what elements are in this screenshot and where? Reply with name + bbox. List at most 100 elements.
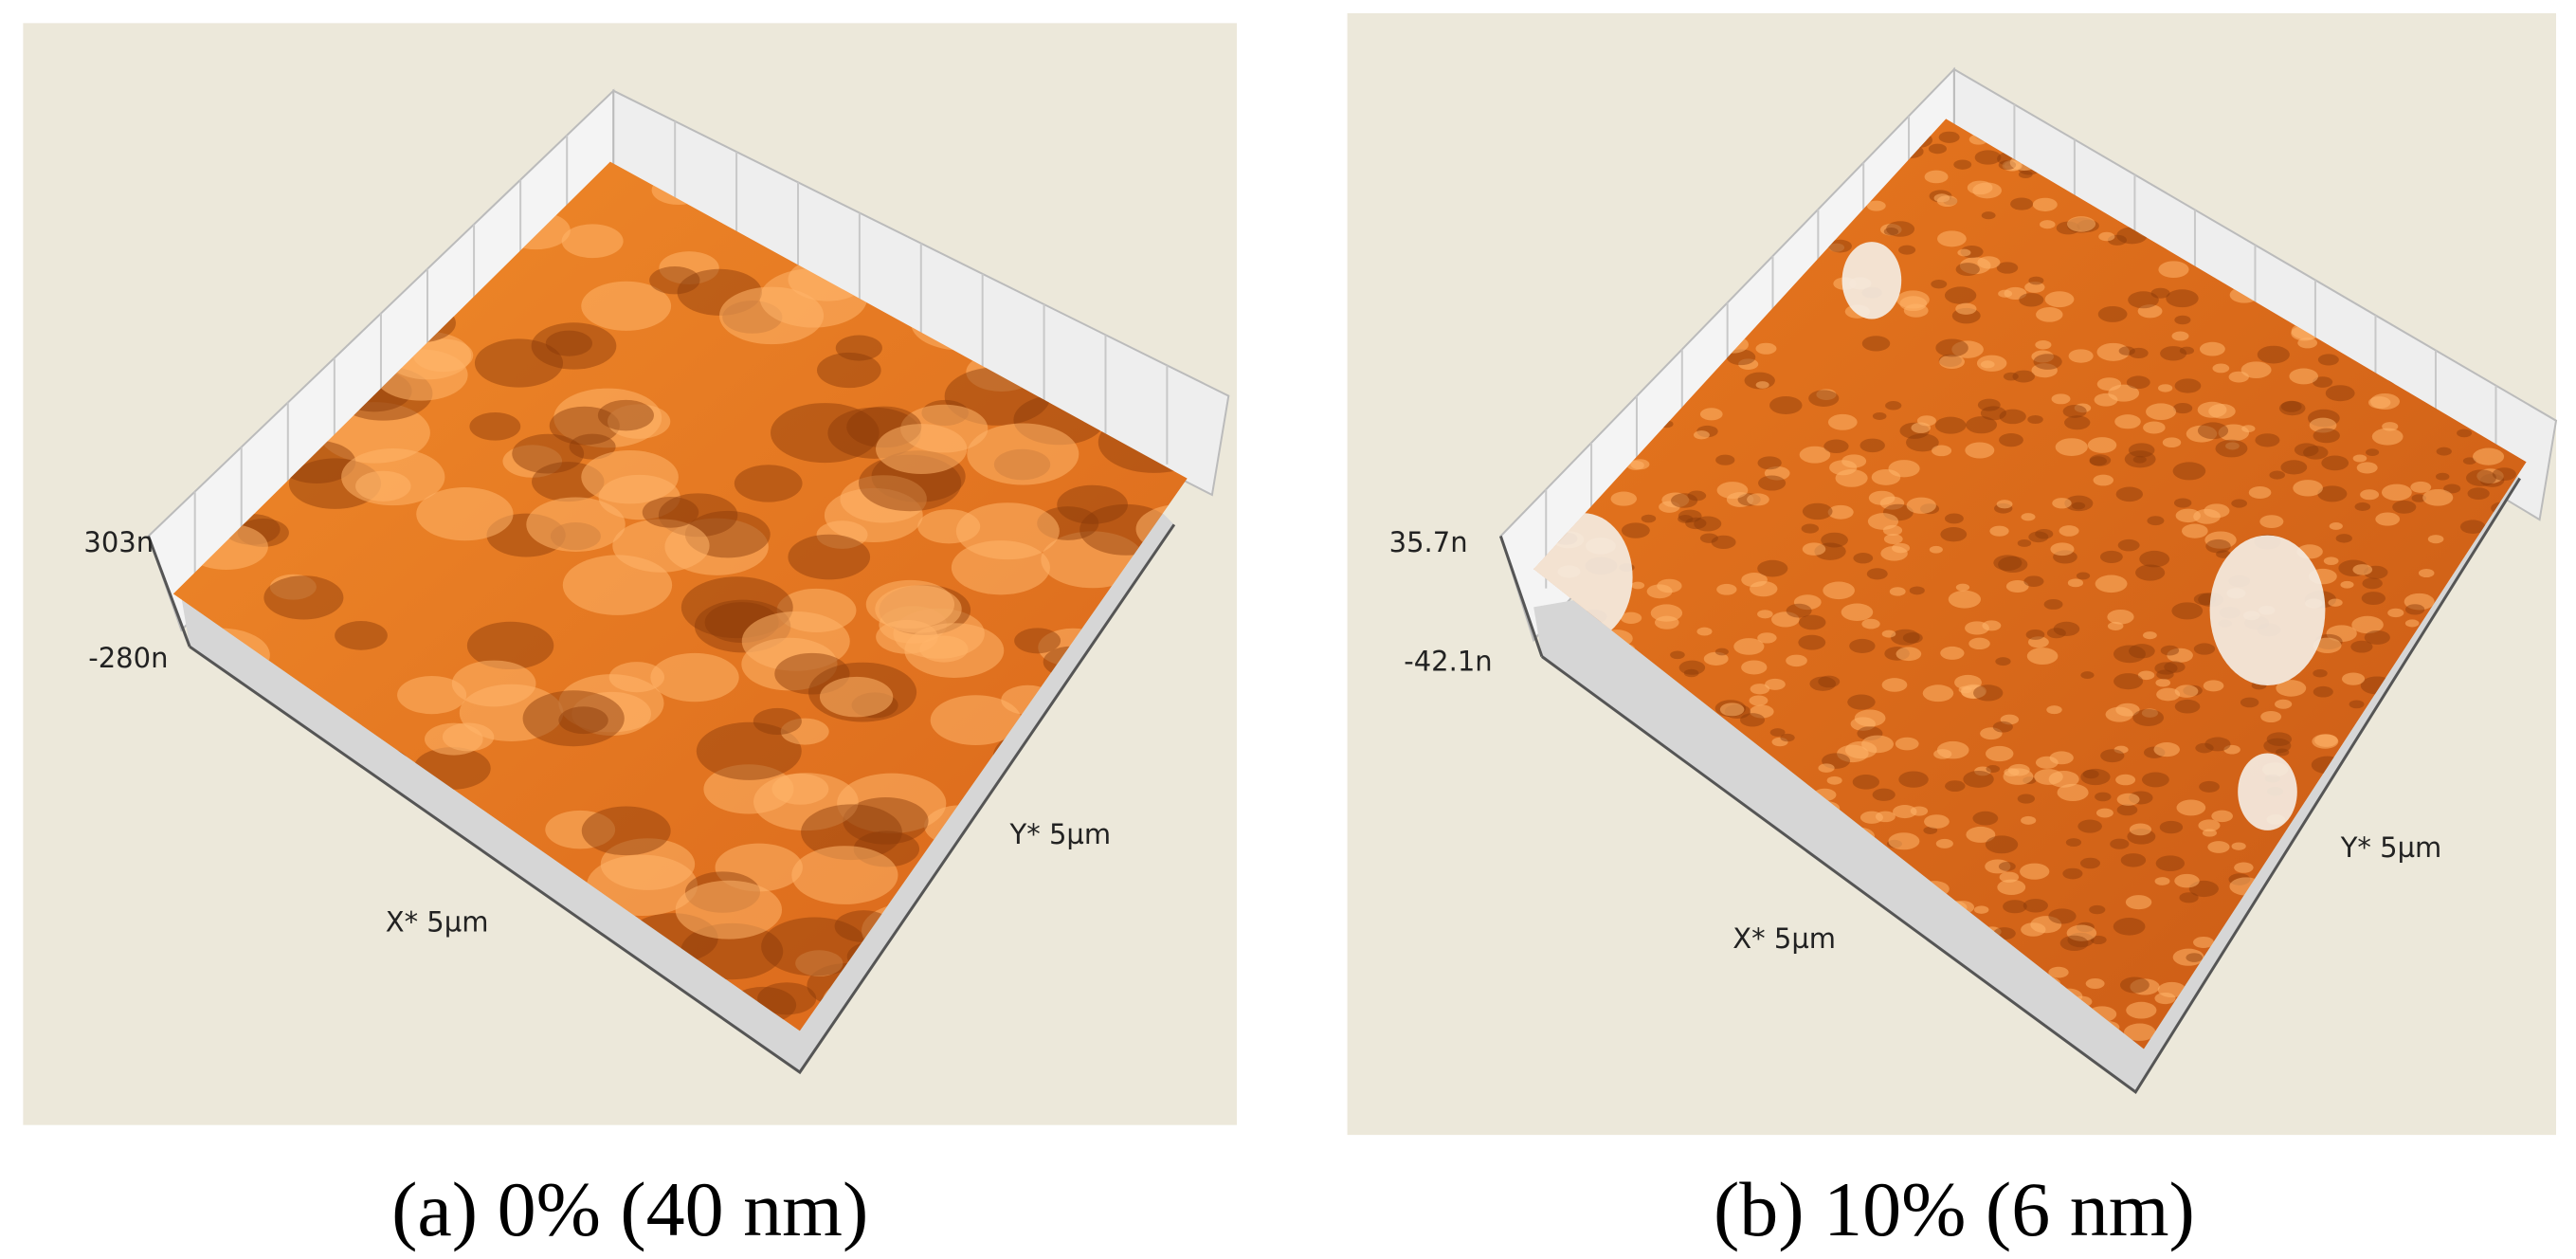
surface-relief [2024,282,2045,293]
surface-relief [1816,389,1837,400]
base-edge [189,523,1176,1075]
surface-relief [2143,421,2166,434]
surface-relief [2317,485,2348,502]
surface-relief [1945,780,1966,793]
surface-relief [2115,774,2136,786]
surface-relief [2129,347,2149,359]
surface-relief [1872,788,1896,801]
surface-relief [1714,648,1729,656]
surface-relief [816,352,881,389]
surface-relief [2147,516,2165,526]
surface-relief [2462,457,2476,465]
surface-relief [2085,978,2105,989]
surface-relief [2114,414,2141,429]
surface-relief [561,224,624,259]
surface-relief [612,519,710,573]
surface-relief [1821,532,1848,548]
surface-relief [269,574,317,600]
surface-relief [1937,230,1967,247]
surface-relief [1740,713,1766,727]
surface-relief [2090,935,2107,945]
surface-relief [2186,425,2218,443]
surface-relief [2156,669,2174,680]
surface-relief [2204,531,2237,549]
surface-relief [2142,631,2157,640]
surface-relief [2173,498,2192,508]
surface-relief [1885,401,1902,411]
surface-relief [2028,276,2044,285]
surface-relief [2021,815,2037,825]
surface-relief [1928,143,1948,155]
surface-relief [2066,216,2096,232]
surface-relief [1980,360,1995,369]
surface-relief [1826,775,1842,785]
surface-relief [2202,829,2217,837]
surface-relief [2321,455,2349,471]
surface-relief [1963,770,1994,788]
surface-relief [2074,403,2092,413]
surface-relief [2129,823,2152,836]
surface-relief [526,497,626,552]
surface-relief [2077,819,2102,833]
surface-relief [1687,490,1707,502]
surface-relief [2137,670,2155,681]
surface-relief [1757,632,1777,644]
surface-relief [2211,810,2233,823]
surface-relief [1980,406,2006,421]
surface-relief [1909,586,1925,595]
surface-relief [795,950,844,976]
surface-relief [2040,220,2056,229]
surface-relief [2089,904,2106,915]
surface-relief [659,251,719,284]
surface-relief [442,722,495,752]
surface-peak [2209,535,2326,685]
surface-relief [2436,447,2452,456]
surface-relief [2280,400,2302,412]
surface-relief [1650,604,1683,622]
surface-relief [2198,819,2221,832]
surface-relief [2176,799,2206,816]
surface-relief [2154,992,2176,1005]
surface-relief [2328,598,2343,607]
surface-relief [1880,545,1908,561]
surface-relief [1889,587,1906,596]
surface-relief [2422,488,2454,506]
afm-panel: 303n -280n X* 5µm Y* 5µm (a) 0% (40 nm) [23,23,1238,1252]
surface-relief [1694,516,1722,532]
surface-relief [1989,525,2009,537]
surface-relief [466,621,554,670]
surface-relief [2350,640,2373,653]
surface-relief [1895,737,1919,751]
surface-relief [2023,899,2048,913]
y-axis-label: Y* 5µm [1009,818,1112,850]
surface-relief [2020,863,2050,880]
surface-relief [2059,935,2089,952]
surface-relief [2317,354,2339,366]
surface-relief [2195,742,2214,754]
surface-relief [1974,150,2002,165]
surface-relief [2404,619,2420,628]
surface-relief [531,322,617,370]
surface-relief [843,797,929,845]
surface-relief [1757,610,1773,619]
surface-relief [2289,368,2318,385]
surface-relief [2160,346,2187,361]
surface-relief [2294,443,2319,457]
surface-relief [1867,513,1899,530]
surface-relief [581,281,672,331]
surface-relief [1678,514,1694,523]
surface-relief [719,286,825,345]
surface-relief [2381,484,2412,502]
surface-relief [2154,662,2178,675]
z-min-label: -280n [88,642,168,674]
surface-relief [2027,636,2049,648]
caption: (a) 0% (40 nm) [391,1166,868,1252]
surface-relief [2098,231,2115,242]
surface-relief [1997,879,2026,896]
surface-relief [1940,527,1968,542]
surface-relief [2215,439,2248,458]
surface-relief [1973,905,1989,914]
surface-relief [1014,628,1061,654]
surface-relief [819,676,894,718]
surface-relief [788,534,871,580]
